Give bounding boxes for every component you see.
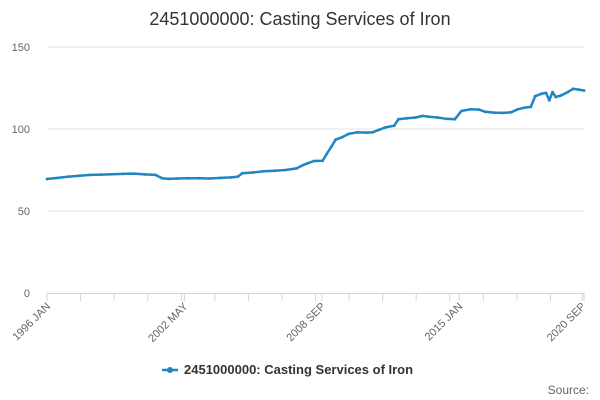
data-point[interactable] (516, 107, 520, 111)
data-point[interactable] (273, 169, 277, 173)
data-point[interactable] (306, 162, 309, 165)
data-point[interactable] (251, 171, 255, 174)
series-layer (45, 87, 586, 181)
data-point[interactable] (167, 177, 170, 181)
data-point[interactable] (477, 108, 481, 111)
data-point[interactable] (392, 124, 396, 128)
data-point[interactable] (321, 159, 324, 163)
gridlines (47, 46, 584, 212)
data-point[interactable] (154, 173, 157, 177)
data-point[interactable] (284, 168, 288, 172)
data-point[interactable] (364, 131, 368, 135)
y-tick-label: 50 (18, 206, 30, 218)
data-point[interactable] (312, 159, 316, 163)
data-point[interactable] (89, 173, 92, 177)
data-point[interactable] (295, 167, 298, 170)
data-point[interactable] (533, 94, 537, 98)
data-point[interactable] (121, 172, 125, 176)
data-point[interactable] (160, 176, 164, 180)
data-point[interactable] (371, 130, 374, 134)
data-point[interactable] (355, 130, 359, 134)
data-point[interactable] (436, 116, 439, 119)
y-tick-label: 0 (24, 288, 30, 300)
source-label: Source: (548, 383, 589, 397)
y-tick-label: 150 (12, 42, 30, 54)
series-line-0[interactable] (45, 87, 586, 181)
data-point[interactable] (444, 117, 448, 121)
data-point[interactable] (236, 175, 240, 179)
data-point[interactable] (132, 172, 136, 176)
data-point[interactable] (509, 110, 513, 114)
chart-title: 2451000000: Casting Services of Iron (149, 9, 450, 29)
data-point[interactable] (110, 172, 114, 176)
data-point[interactable] (219, 176, 223, 180)
data-point[interactable] (460, 109, 463, 113)
data-point[interactable] (208, 177, 212, 180)
data-point[interactable] (197, 176, 201, 180)
data-point[interactable] (78, 174, 81, 178)
data-point[interactable] (262, 169, 266, 173)
data-point[interactable] (325, 152, 329, 156)
data-point[interactable] (468, 107, 472, 111)
data-point[interactable] (547, 98, 551, 102)
data-point[interactable] (143, 173, 147, 176)
data-point[interactable] (377, 128, 381, 132)
data-point[interactable] (230, 176, 233, 179)
data-point[interactable] (529, 105, 533, 109)
data-point[interactable] (329, 145, 333, 149)
data-point[interactable] (340, 135, 344, 139)
data-point[interactable] (240, 171, 244, 175)
legend-marker-icon (167, 367, 173, 373)
data-point[interactable] (483, 110, 487, 114)
y-tick-label: 100 (12, 124, 30, 136)
data-point[interactable] (551, 90, 554, 94)
legend[interactable]: 2451000000: Casting Services of Iron (162, 362, 413, 377)
data-point[interactable] (566, 90, 570, 94)
data-point[interactable] (67, 175, 71, 179)
data-point[interactable] (427, 115, 431, 119)
data-point[interactable] (99, 173, 103, 177)
data-point[interactable] (175, 177, 179, 180)
data-point[interactable] (492, 111, 496, 114)
data-point[interactable] (453, 117, 457, 121)
data-point[interactable] (405, 116, 409, 120)
data-point[interactable] (186, 176, 190, 180)
data-point[interactable] (56, 176, 60, 180)
data-point[interactable] (414, 116, 418, 119)
data-point[interactable] (582, 89, 586, 92)
data-point[interactable] (421, 114, 424, 118)
data-point[interactable] (577, 88, 580, 91)
data-point[interactable] (522, 106, 526, 110)
data-point[interactable] (45, 177, 49, 181)
data-point[interactable] (544, 91, 548, 95)
data-point[interactable] (384, 126, 387, 129)
data-point[interactable] (554, 95, 558, 99)
data-point[interactable] (347, 132, 350, 136)
data-point[interactable] (501, 111, 504, 115)
data-point[interactable] (334, 138, 337, 142)
legend-label[interactable]: 2451000000: Casting Services of Iron (184, 362, 413, 377)
data-point[interactable] (540, 92, 544, 96)
data-point[interactable] (397, 117, 400, 121)
data-point[interactable] (571, 87, 575, 91)
data-point[interactable] (559, 94, 563, 97)
data-point[interactable] (301, 163, 305, 167)
